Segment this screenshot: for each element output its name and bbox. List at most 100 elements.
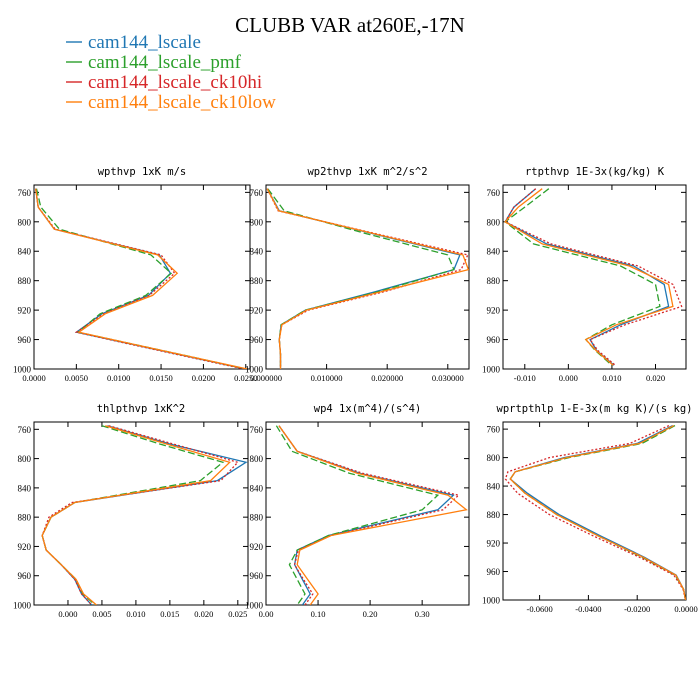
legend-entry: cam144_lscale_ck10hi [88, 72, 262, 93]
x-tick-label: 0.0150 [149, 373, 172, 383]
y-tick-label: 960 [487, 567, 501, 577]
x-tick-label: 0.010 [602, 373, 621, 383]
series-line [35, 188, 248, 369]
y-tick-label: 880 [250, 513, 264, 523]
x-tick-label: 0.005 [92, 609, 111, 619]
series-line [504, 425, 686, 600]
x-tick-label: 0.010 [126, 609, 145, 619]
y-tick-label: 800 [487, 217, 501, 227]
series-line [266, 188, 469, 369]
y-tick-label: 880 [487, 510, 501, 520]
series-line [278, 425, 468, 605]
x-tick-label: 0.000 [58, 609, 77, 619]
legend-entry: cam144_lscale_pmf [88, 52, 242, 73]
y-tick-label: 1000 [245, 601, 264, 611]
chart-panel: thlpthvp 1xK^2 760 800 840 880 920 960 1000 0.00… [13, 403, 249, 619]
y-tick-label: 800 [18, 217, 32, 227]
panel-title: rtpthvp 1E-3x(kg/kg) K [525, 166, 665, 178]
y-tick-label: 800 [250, 454, 264, 464]
panel-title: wp2thvp 1xK m^2/s^2 [307, 166, 427, 178]
y-tick-label: 760 [18, 425, 32, 435]
y-tick-label: 760 [487, 188, 501, 198]
y-tick-label: 920 [487, 539, 501, 549]
series-line [35, 188, 245, 369]
series-line [278, 425, 460, 605]
y-tick-label: 920 [250, 306, 264, 316]
x-tick-label: 0.000000 [250, 373, 282, 383]
x-tick-label: 0.020000 [371, 373, 403, 383]
x-tick-label: 0.10 [311, 609, 326, 619]
x-tick-label: 0.030000 [432, 373, 464, 383]
y-tick-label: 880 [487, 276, 501, 286]
chart-panel: wprtpthlp 1-E-3x(m kg K)/(s kg) 760 800 840… [482, 403, 698, 614]
figure-title: CLUBB VAR at260E,-17N [235, 13, 465, 37]
chart-panel: rtpthvp 1E-3x(kg/kg) K 760 800 840 880 920 960… [482, 166, 687, 383]
plot-frame [265, 184, 470, 370]
y-tick-label: 800 [487, 453, 501, 463]
series-line [278, 425, 455, 605]
y-tick-label: 760 [250, 188, 264, 198]
y-tick-label: 1000 [13, 601, 32, 611]
chart-panel: wp4 1x(m^4)/(s^4)76080084088092096010000… [245, 403, 470, 619]
y-tick-label: 840 [18, 247, 32, 257]
x-tick-label: -0.0200 [624, 604, 650, 614]
x-tick-label: 0.0100 [107, 373, 130, 383]
y-tick-label: 880 [250, 276, 264, 286]
panel-title: wprtpthlp 1-E-3x(m kg K)/(s kg) [497, 403, 693, 415]
x-tick-label: -0.0600 [526, 604, 552, 614]
y-tick-label: 880 [18, 276, 32, 286]
x-tick-label: 0.30 [415, 609, 430, 619]
y-tick-label: 840 [250, 483, 264, 493]
y-tick-label: 920 [487, 306, 501, 316]
series-line [41, 425, 248, 605]
x-tick-label: 0.0200 [192, 373, 215, 383]
y-tick-label: 800 [18, 454, 32, 464]
series-line [35, 188, 246, 369]
legend-entry: cam144_lscale_ck10low [88, 92, 276, 113]
chart-panel: wp2thvp 1xK m^2/s^2 760 800 840 880 920 960 100… [245, 166, 470, 383]
y-tick-label: 1000 [482, 596, 501, 606]
y-tick-label: 880 [18, 513, 32, 523]
plot-frame [33, 421, 249, 606]
y-tick-label: 760 [487, 425, 501, 435]
y-tick-label: 920 [18, 306, 32, 316]
series-line [275, 425, 440, 605]
x-tick-label: 0.0000 [674, 604, 697, 614]
y-tick-label: 760 [250, 425, 264, 435]
series-line [267, 188, 455, 369]
plot-frame [265, 421, 470, 606]
y-tick-label: 960 [250, 571, 264, 581]
x-tick-label: 0.0000 [22, 373, 45, 383]
y-tick-label: 840 [487, 482, 501, 492]
series-line [504, 188, 670, 366]
y-tick-label: 920 [18, 542, 32, 552]
y-tick-label: 840 [487, 247, 501, 257]
panel-title: wp4 1x(m^4)/(s^4) [314, 403, 421, 415]
y-tick-label: 960 [18, 571, 32, 581]
series-line [504, 188, 674, 366]
y-tick-label: 1000 [245, 365, 264, 375]
x-tick-label: 0.0050 [65, 373, 88, 383]
panel-title: thlpthvp 1xK^2 [97, 403, 186, 415]
x-tick-label: 0.00 [259, 609, 274, 619]
legend: cam144_lscalecam144_lscale_pmfcam144_lsc… [66, 32, 276, 113]
series-line [35, 188, 246, 369]
x-tick-label: 0.20 [363, 609, 378, 619]
y-tick-label: 840 [18, 483, 32, 493]
x-tick-label: 0.010000 [311, 373, 343, 383]
x-tick-label: -0.0400 [575, 604, 601, 614]
x-tick-label: 0.020 [646, 373, 665, 383]
panels: wpthvp 1xK m/s76080084088092096010000.00… [13, 166, 698, 619]
x-tick-label: 0.0250 [234, 373, 257, 383]
y-tick-label: 960 [487, 335, 501, 345]
y-tick-label: 960 [18, 335, 32, 345]
x-tick-label: 0.000 [559, 373, 578, 383]
plot-frame [502, 184, 687, 370]
x-tick-label: 0.020 [194, 609, 213, 619]
y-tick-label: 800 [250, 217, 264, 227]
x-tick-label: -0.010 [514, 373, 536, 383]
x-tick-label: 0.015 [160, 609, 179, 619]
series-line [41, 425, 231, 605]
series-line [509, 425, 686, 600]
